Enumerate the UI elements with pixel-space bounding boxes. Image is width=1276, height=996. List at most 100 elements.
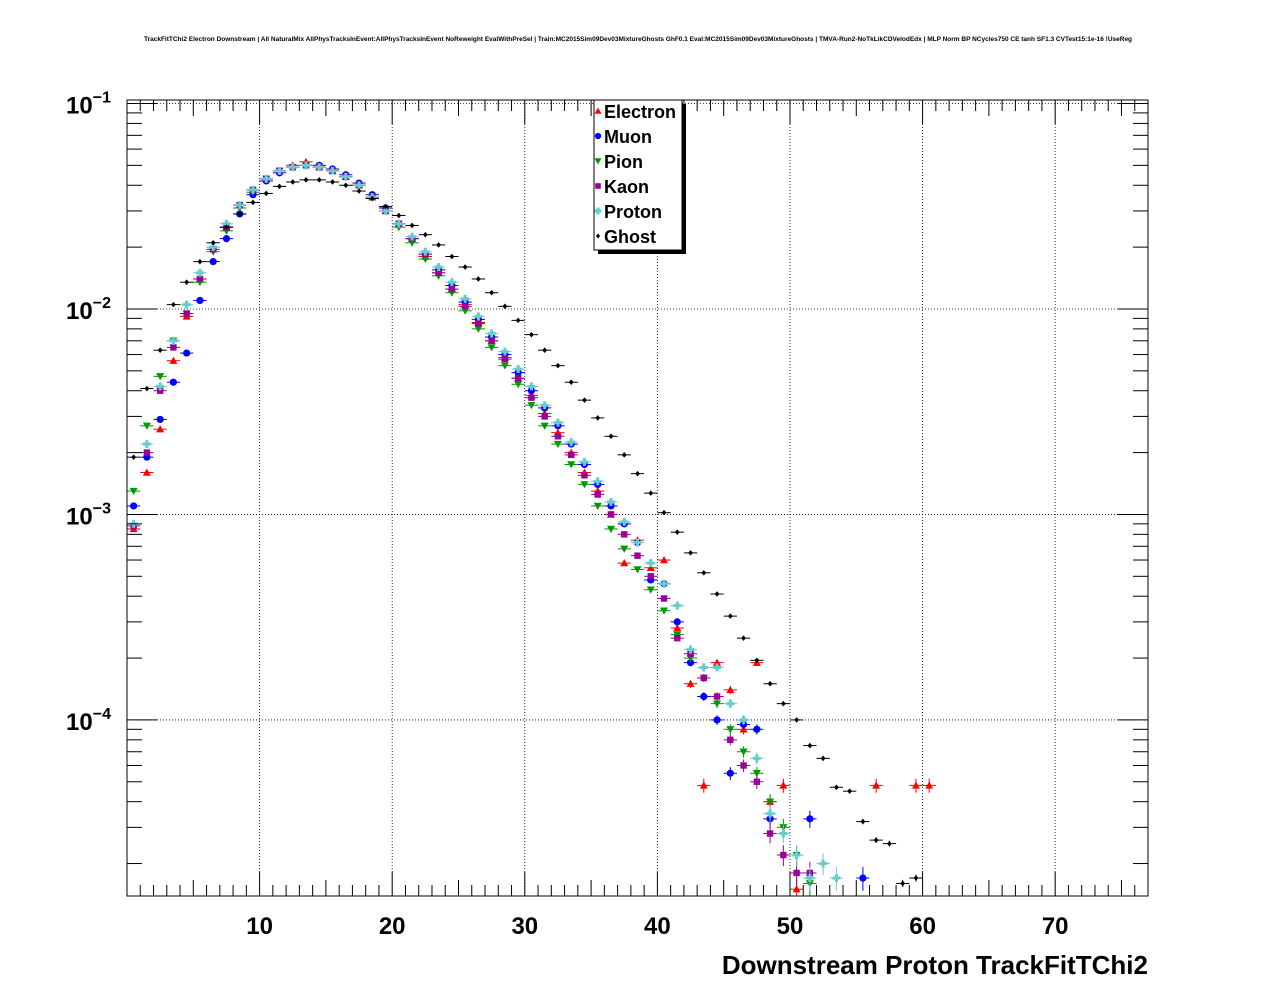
square-marker (647, 573, 654, 580)
plus-marker (238, 201, 242, 210)
plus-marker (158, 382, 162, 391)
plus-marker (715, 663, 719, 672)
circle-marker (686, 659, 695, 667)
circle-marker (753, 725, 761, 733)
diamond-marker (157, 347, 163, 354)
triangle-down-marker (620, 545, 629, 553)
data-points (127, 157, 936, 896)
x-tick-label: 70 (1042, 913, 1069, 940)
plus-marker (423, 247, 427, 256)
square-marker (727, 736, 734, 744)
triangle-up-marker (594, 107, 602, 114)
square-marker (581, 472, 588, 479)
triangle-up-marker (156, 425, 165, 433)
x-tick-label: 20 (379, 913, 406, 940)
legend-entry-proton: Proton (604, 202, 662, 222)
triangle-down-marker (646, 586, 655, 594)
triangle-down-marker (660, 607, 669, 615)
diamond-marker (661, 509, 667, 516)
plus-marker (569, 438, 573, 447)
square-marker (156, 387, 164, 394)
square-marker (514, 375, 522, 382)
diamond-marker (529, 331, 534, 338)
plus-marker (516, 365, 520, 374)
plus-marker (742, 715, 746, 724)
triangle-down-marker (739, 748, 748, 756)
diamond-marker (635, 470, 640, 477)
triangle-down-marker (487, 344, 496, 352)
diamond-marker (913, 875, 919, 881)
plus-marker (808, 874, 812, 883)
plus-marker (728, 699, 732, 708)
circle-marker (594, 132, 602, 140)
plus-marker (596, 207, 600, 215)
diamond-marker (542, 347, 548, 354)
diamond-marker (449, 253, 455, 260)
diamond-marker (701, 569, 707, 576)
diamond-marker (131, 454, 137, 460)
triangle-down-marker (593, 502, 602, 510)
plus-marker (622, 517, 626, 526)
plus-marker (529, 382, 533, 391)
legend-entry-muon: Muon (604, 127, 652, 147)
diamond-marker (250, 199, 256, 206)
diamond-marker (515, 317, 521, 324)
triangle-up-marker (925, 781, 934, 789)
diamond-marker (688, 550, 693, 556)
diamond-marker (144, 385, 150, 392)
triangle-down-marker (129, 487, 138, 496)
plus-marker (476, 312, 480, 321)
square-marker (435, 269, 442, 276)
x-axis-label: Downstream Proton TrackFitTChi2 (722, 950, 1148, 980)
diamond-marker (277, 183, 282, 190)
triangle-up-marker (142, 468, 151, 476)
series-ghost (127, 177, 923, 888)
triangle-up-marker (699, 781, 708, 789)
y-tick-label: 10−3 (66, 500, 111, 530)
diamond-marker (422, 231, 428, 238)
triangle-up-marker (726, 685, 735, 694)
diamond-marker (595, 233, 601, 239)
legend-entry-pion: Pion (604, 152, 643, 172)
y-tick-label: 10−2 (66, 295, 111, 325)
plus-marker (702, 663, 706, 672)
plus-marker (277, 166, 281, 175)
square-marker (196, 275, 204, 283)
square-marker (568, 451, 575, 459)
chart-title: TrackFitTChi2 Electron Downstream | All … (143, 36, 1133, 43)
triangle-down-marker (567, 461, 576, 469)
legend: Electron Muon Pion Kaon Proton Ghost (593, 99, 686, 254)
circle-marker (130, 502, 138, 510)
triangle-up-marker (872, 781, 881, 789)
diamond-marker (290, 179, 296, 185)
circle-marker (806, 815, 814, 823)
triangle-up-marker (169, 356, 178, 364)
triangle-down-marker (500, 362, 509, 370)
triangle-down-marker (726, 726, 735, 734)
circle-marker (700, 692, 708, 701)
legend-entry-kaon: Kaon (604, 177, 649, 197)
diamond-marker (807, 742, 813, 749)
circle-marker (196, 296, 204, 305)
square-marker (554, 433, 562, 440)
plus-marker (264, 174, 268, 183)
plus-marker (503, 347, 507, 356)
square-marker (621, 531, 628, 538)
triangle-down-marker (633, 566, 642, 574)
diamond-marker (727, 613, 733, 619)
square-marker (713, 693, 721, 700)
plus-marker (397, 219, 401, 228)
diamond-marker (794, 717, 800, 723)
x-tick-label: 30 (511, 913, 538, 940)
diamond-marker (369, 195, 375, 202)
plus-marker (636, 538, 639, 547)
plus-marker (768, 809, 772, 818)
square-marker (634, 552, 641, 559)
square-marker (448, 285, 456, 293)
square-marker (541, 413, 548, 420)
plus-marker (662, 579, 666, 588)
diamond-marker (900, 880, 906, 887)
plus-marker (171, 336, 175, 345)
square-marker (461, 303, 469, 310)
series-kaon (127, 162, 817, 886)
